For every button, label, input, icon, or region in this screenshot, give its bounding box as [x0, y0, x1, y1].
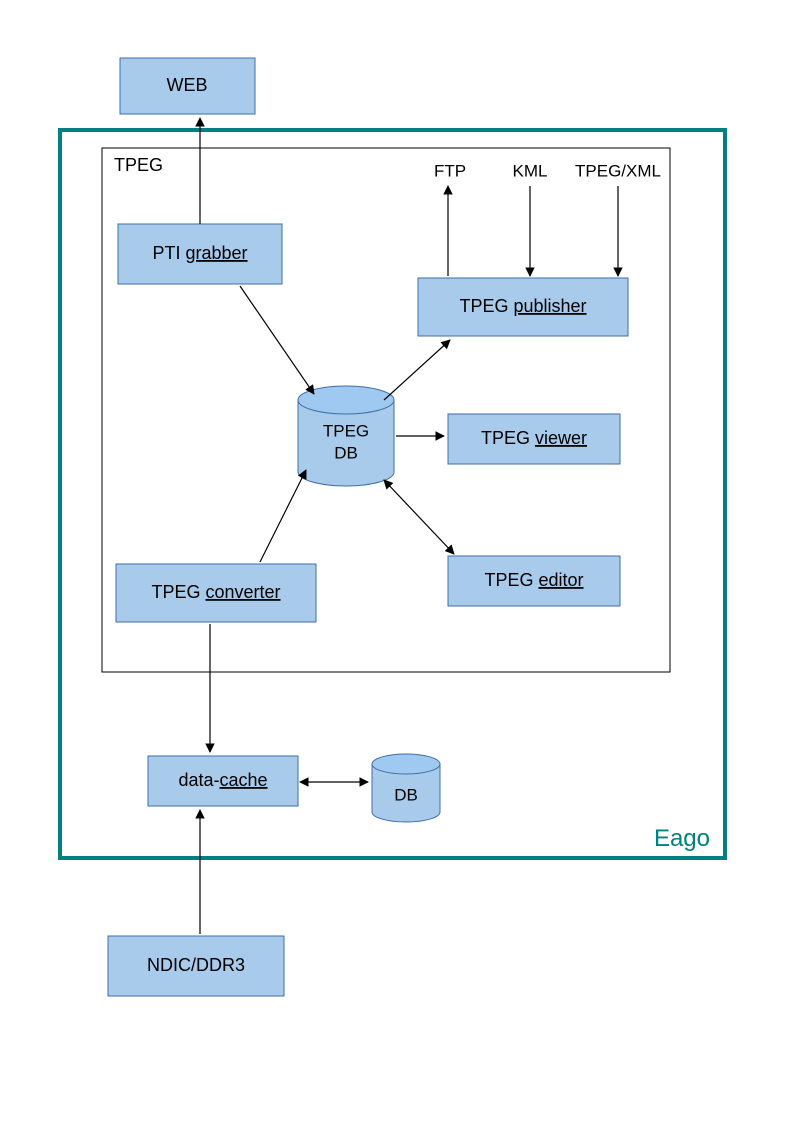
edge-tpegdb [384, 340, 450, 400]
edge-tpegdb [384, 480, 454, 554]
web-node: WEB [120, 58, 255, 114]
converter-label: TPEG converter [151, 582, 280, 602]
tpegdb-label2: DB [334, 443, 358, 462]
ndic-label: NDIC/DDR3 [147, 955, 245, 975]
tpegxml-label: TPEG/XML [575, 161, 661, 180]
tpeg-db-cylinder: TPEG DB [298, 386, 394, 486]
db-cylinder: DB [372, 754, 440, 822]
pti-label: PTI grabber [152, 243, 247, 263]
datacache-label: data-cache [178, 770, 267, 790]
tpeg-viewer-node: TPEG viewer [448, 414, 620, 464]
data-cache-node: data-cache [148, 756, 298, 806]
publisher-label: TPEG publisher [459, 296, 586, 316]
web-label: WEB [166, 75, 207, 95]
tpeg-title: TPEG [114, 155, 163, 175]
tpeg-converter-node: TPEG converter [116, 564, 316, 622]
pti-grabber-node: PTI grabber [118, 224, 282, 284]
tpegdb-label1: TPEG [323, 421, 369, 440]
editor-label: TPEG editor [484, 570, 583, 590]
db-label: DB [394, 785, 418, 804]
eago-label: Eago [654, 825, 710, 852]
ftp-label: FTP [434, 161, 466, 180]
kml-label: KML [513, 161, 548, 180]
tpeg-editor-node: TPEG editor [448, 556, 620, 606]
edge-pti [240, 286, 314, 394]
viewer-label: TPEG viewer [481, 428, 587, 448]
ndic-node: NDIC/DDR3 [108, 936, 284, 996]
tpeg-publisher-node: TPEG publisher [418, 278, 628, 336]
edge-converter [260, 470, 306, 562]
